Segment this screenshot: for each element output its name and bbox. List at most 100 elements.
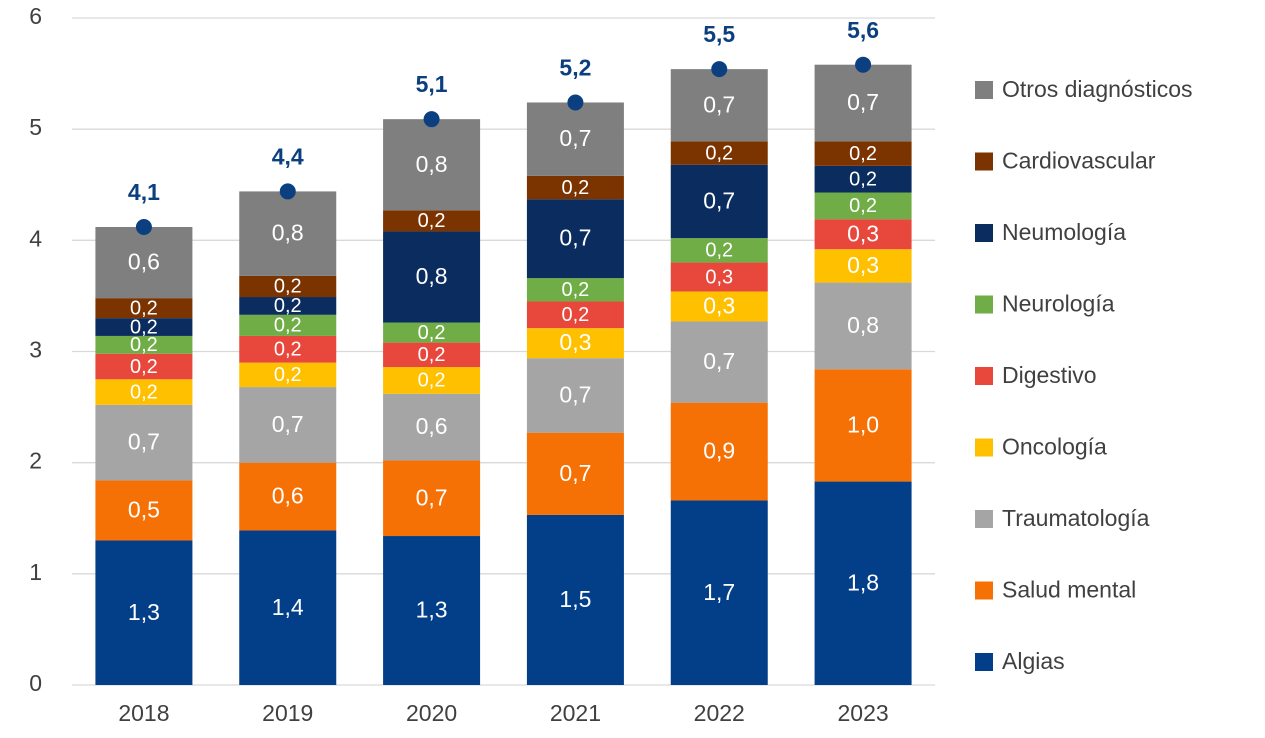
y-tick-label: 6 <box>29 3 42 29</box>
bar-segment <box>814 165 912 193</box>
legend-swatch <box>975 581 993 600</box>
value-label: 0,3 <box>847 252 879 278</box>
total-label: 4,1 <box>128 179 160 205</box>
value-label: 0,2 <box>418 210 446 232</box>
x-tick-label: 2023 <box>837 700 888 726</box>
bar-segment <box>670 402 768 501</box>
value-label: 0,7 <box>703 348 735 374</box>
value-label: 0,8 <box>272 220 304 246</box>
y-tick-label: 4 <box>29 225 42 251</box>
value-label: 0,2 <box>418 370 446 392</box>
total-label: 5,6 <box>847 17 879 43</box>
value-label: 0,3 <box>705 266 733 288</box>
value-label: 0,8 <box>416 151 448 177</box>
bar-segment <box>95 480 193 541</box>
total-label: 5,5 <box>703 21 735 47</box>
bar-segment <box>239 297 337 315</box>
bar-segment <box>239 191 337 276</box>
bar-segment <box>526 301 624 329</box>
bar-segment <box>814 249 912 283</box>
bar-segment <box>383 231 481 323</box>
bar-segment <box>95 335 193 354</box>
value-label: 0,2 <box>849 168 877 190</box>
bar-segment <box>814 141 912 166</box>
bar-segment <box>526 278 624 302</box>
legend-label: Oncología <box>1002 434 1107 460</box>
x-tick-label: 2020 <box>406 700 457 726</box>
bar-segment <box>526 358 624 433</box>
value-label: 1,0 <box>847 412 879 438</box>
legend-swatch <box>975 367 993 385</box>
bar-segment <box>526 199 624 279</box>
bar-segment <box>526 328 624 359</box>
value-label: 0,6 <box>128 249 160 275</box>
value-label: 0,7 <box>559 460 591 486</box>
bar-segment <box>95 318 193 336</box>
value-label: 0,2 <box>705 142 733 164</box>
value-label: 0,3 <box>703 293 735 319</box>
value-label: 0,7 <box>128 429 160 455</box>
bar-segment <box>670 238 768 263</box>
legend-swatch <box>975 653 993 671</box>
value-label: 0,2 <box>274 339 302 361</box>
total-marker <box>423 111 440 128</box>
x-tick-label: 2021 <box>550 700 601 726</box>
value-label: 0,3 <box>847 220 879 246</box>
bar-segment <box>383 460 481 537</box>
value-label: 0,7 <box>272 411 304 437</box>
bar-segment <box>95 226 193 299</box>
legend-swatch <box>975 438 993 457</box>
bar-segment <box>239 314 337 336</box>
y-tick-label: 3 <box>29 337 42 363</box>
total-marker <box>279 183 296 200</box>
value-label: 0,2 <box>562 304 590 326</box>
bar-segment <box>814 481 912 685</box>
bar-segment <box>526 175 624 200</box>
bar-segment <box>95 353 193 380</box>
legend-swatch <box>975 152 993 171</box>
total-marker <box>711 61 728 78</box>
x-tick-label: 2018 <box>118 700 169 726</box>
bar-segment <box>239 462 337 531</box>
bar-segment <box>383 393 481 461</box>
legend-label: Algias <box>1002 648 1065 674</box>
bar-segment <box>670 291 768 322</box>
bar-segment <box>95 298 193 319</box>
bar-segment <box>383 367 481 394</box>
bar-segment <box>526 514 624 685</box>
value-label: 0,9 <box>703 438 735 464</box>
value-label: 1,7 <box>703 579 735 605</box>
legend-swatch <box>975 295 993 314</box>
y-tick-label: 5 <box>29 114 42 140</box>
y-tick-label: 0 <box>29 670 42 696</box>
value-label: 0,8 <box>416 263 448 289</box>
value-label: 0,2 <box>274 364 302 386</box>
total-label: 4,4 <box>272 143 304 169</box>
total-label: 5,2 <box>559 55 591 81</box>
legend-label: Salud mental <box>1002 577 1136 603</box>
bar-segment <box>526 432 624 515</box>
value-label: 0,2 <box>562 279 590 301</box>
y-tick-label: 2 <box>29 448 42 474</box>
value-label: 0,7 <box>416 484 448 510</box>
legend-label: Digestivo <box>1002 362 1097 388</box>
value-label: 0,6 <box>272 483 304 509</box>
value-label: 0,2 <box>130 381 158 403</box>
bar-segment <box>383 322 481 343</box>
value-label: 0,8 <box>847 312 879 338</box>
bar-segment <box>383 342 481 368</box>
legend-swatch <box>975 224 993 242</box>
bar-segment <box>814 369 912 482</box>
bar-segment <box>670 262 768 292</box>
value-label: 0,3 <box>559 329 591 355</box>
bar-segment <box>95 540 193 685</box>
value-label: 0,2 <box>274 295 302 317</box>
value-label: 0,2 <box>418 322 446 344</box>
bar-segment <box>670 164 768 239</box>
value-label: 0,2 <box>274 315 302 337</box>
bar-segment <box>814 219 912 250</box>
legend-swatch <box>975 510 993 528</box>
legend-label: Traumatología <box>1002 505 1150 531</box>
value-label: 1,8 <box>847 569 879 595</box>
total-marker <box>135 218 152 235</box>
